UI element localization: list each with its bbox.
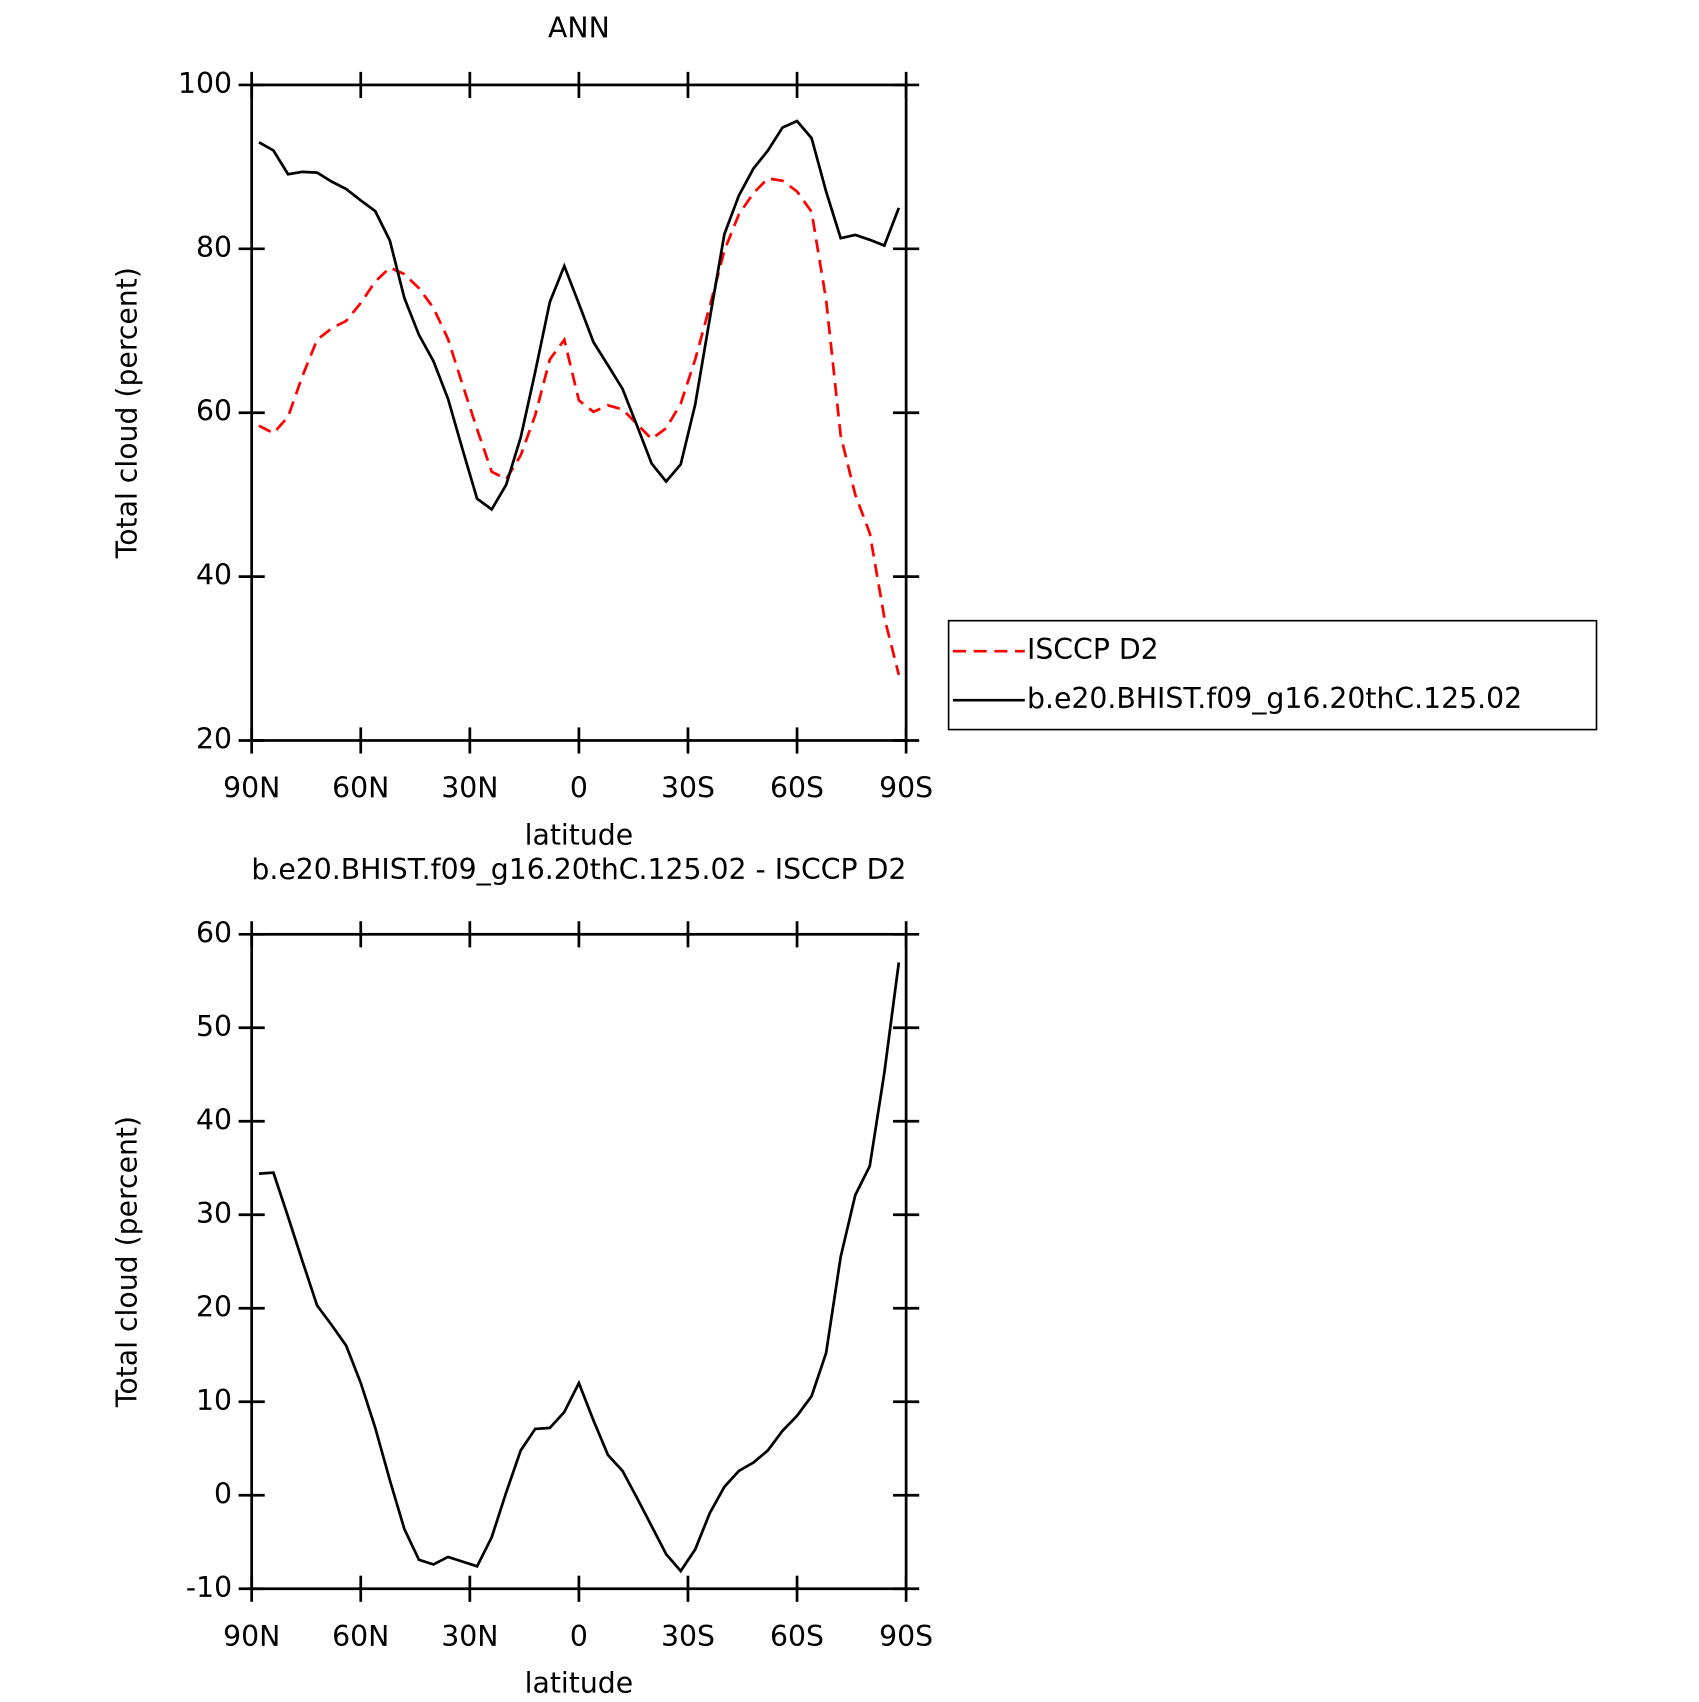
plot-frame (250, 932, 908, 1591)
legend-label: ISCCP D2 (1027, 633, 1159, 666)
y-tick-label: 60 (196, 395, 232, 428)
x-tick-label: 30N (441, 771, 498, 804)
plot-frame (250, 83, 908, 742)
y-axis-label: Total cloud (percent) (111, 267, 144, 559)
y-axis-label: Total cloud (percent) (111, 1116, 144, 1408)
x-tick-label: 60N (332, 1620, 389, 1653)
x-tick-label: 90S (879, 771, 933, 804)
x-tick-label: 90N (223, 771, 280, 804)
y-tick-label: 40 (196, 559, 232, 592)
y-tick-label: -10 (186, 1571, 232, 1604)
y-tick-label: 100 (178, 67, 232, 100)
x-tick-label: 60N (332, 771, 389, 804)
x-axis-label: latitude (525, 1667, 634, 1700)
y-tick-label: 0 (214, 1477, 232, 1510)
legend-label: b.e20.BHIST.f09_g16.20thC.125.02 (1027, 682, 1522, 715)
y-tick-label: 40 (196, 1103, 232, 1136)
x-axis-label: latitude (525, 818, 634, 851)
x-tick-label: 90N (223, 1620, 280, 1653)
y-tick-label: 80 (196, 231, 232, 264)
y-tick-label: 30 (196, 1197, 232, 1230)
legend-box (947, 619, 1598, 731)
x-tick-label: 30S (661, 1620, 715, 1653)
x-tick-label: 60S (770, 1620, 824, 1653)
series-line (258, 962, 901, 1574)
y-tick-label: 50 (196, 1010, 232, 1043)
x-tick-label: 30N (441, 1620, 498, 1653)
series-line (258, 119, 901, 512)
x-tick-label: 30S (661, 771, 715, 804)
y-tick-label: 10 (196, 1384, 232, 1417)
y-tick-label: 20 (196, 1290, 232, 1323)
chart-title: ANN (548, 11, 610, 44)
x-tick-label: 0 (570, 1620, 588, 1653)
chart-title: b.e20.BHIST.f09_g16.20thC.125.02 - ISCCP… (251, 853, 906, 886)
x-tick-label: 60S (770, 771, 824, 804)
x-tick-label: 90S (879, 1620, 933, 1653)
series-line (258, 176, 901, 676)
y-tick-label: 60 (196, 916, 232, 949)
y-tick-label: 20 (196, 722, 232, 755)
x-tick-label: 0 (570, 771, 588, 804)
